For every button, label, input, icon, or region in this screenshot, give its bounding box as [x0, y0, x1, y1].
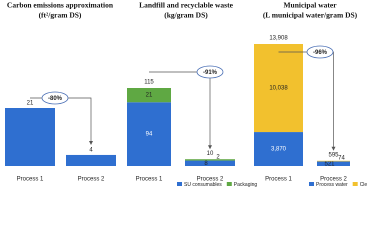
segment-label: 21 — [146, 93, 153, 99]
annotation: -80% — [48, 96, 63, 102]
bar-segment — [254, 132, 303, 166]
chart-title: Landfill and recyclable waste — [139, 1, 233, 10]
chart-title: Municipal water — [283, 1, 337, 10]
segment-label: 521 — [324, 161, 335, 167]
chart-subtitle: (L municipal water/gram DS) — [263, 11, 358, 20]
bar-segment — [254, 44, 303, 133]
arrow-head — [331, 146, 336, 151]
bar-segment — [185, 160, 235, 166]
x-tick-label: Process 2 — [197, 177, 224, 183]
bar — [66, 154, 116, 166]
legend-swatch — [352, 182, 358, 186]
segment-label: 8 — [204, 161, 208, 167]
total-label: 595 — [328, 152, 339, 158]
x-tick-label: Process 1 — [265, 177, 292, 183]
total-label: 10 — [207, 151, 214, 157]
segment-label: 10,038 — [269, 86, 288, 92]
annotation-bubble — [196, 65, 224, 79]
annotation: -96% — [313, 50, 328, 56]
arrow-head — [89, 140, 93, 145]
segment-label: 74 — [338, 156, 345, 162]
segment-label: 2 — [216, 154, 220, 160]
value-label: 21 — [27, 101, 34, 107]
legend-label: SU consumables — [184, 182, 222, 188]
bar — [5, 108, 55, 166]
value-label: 4 — [89, 148, 93, 154]
legend-swatch — [309, 182, 314, 186]
figure: Carbon emissions approximation(ft²/gram … — [5, 1, 367, 188]
chart-subtitle: (ft²/gram DS) — [39, 11, 82, 20]
legend-label: Process water — [316, 182, 348, 188]
bar-segment — [317, 161, 350, 166]
x-tick-label: Process 2 — [78, 177, 105, 183]
bar-segment — [127, 102, 171, 166]
chart-title: Carbon emissions approximation — [7, 1, 114, 10]
total-label: 115 — [144, 80, 154, 86]
bar-segment — [185, 159, 235, 161]
legend-swatch — [226, 182, 232, 186]
bar-segment — [317, 160, 350, 162]
bar-segment — [127, 88, 171, 103]
x-tick-label: Process 1 — [136, 177, 163, 183]
chart-subtitle: (kg/gram DS) — [164, 11, 208, 20]
total-label: 13,908 — [269, 36, 288, 42]
x-tick-label: Process 1 — [17, 177, 44, 183]
annotation-bubble — [41, 91, 69, 105]
segment-label: 3,870 — [271, 147, 287, 153]
annotation-bubble — [306, 45, 334, 59]
segment-label: 94 — [146, 132, 153, 138]
legend-label: Packaging — [234, 182, 258, 188]
arrow — [278, 51, 334, 149]
annotation: -91% — [203, 70, 218, 76]
arrow-head — [208, 145, 212, 150]
legend-swatch — [177, 182, 182, 186]
legend-label: Cleaning water — [360, 182, 367, 188]
x-tick-label: Process 2 — [320, 177, 347, 183]
